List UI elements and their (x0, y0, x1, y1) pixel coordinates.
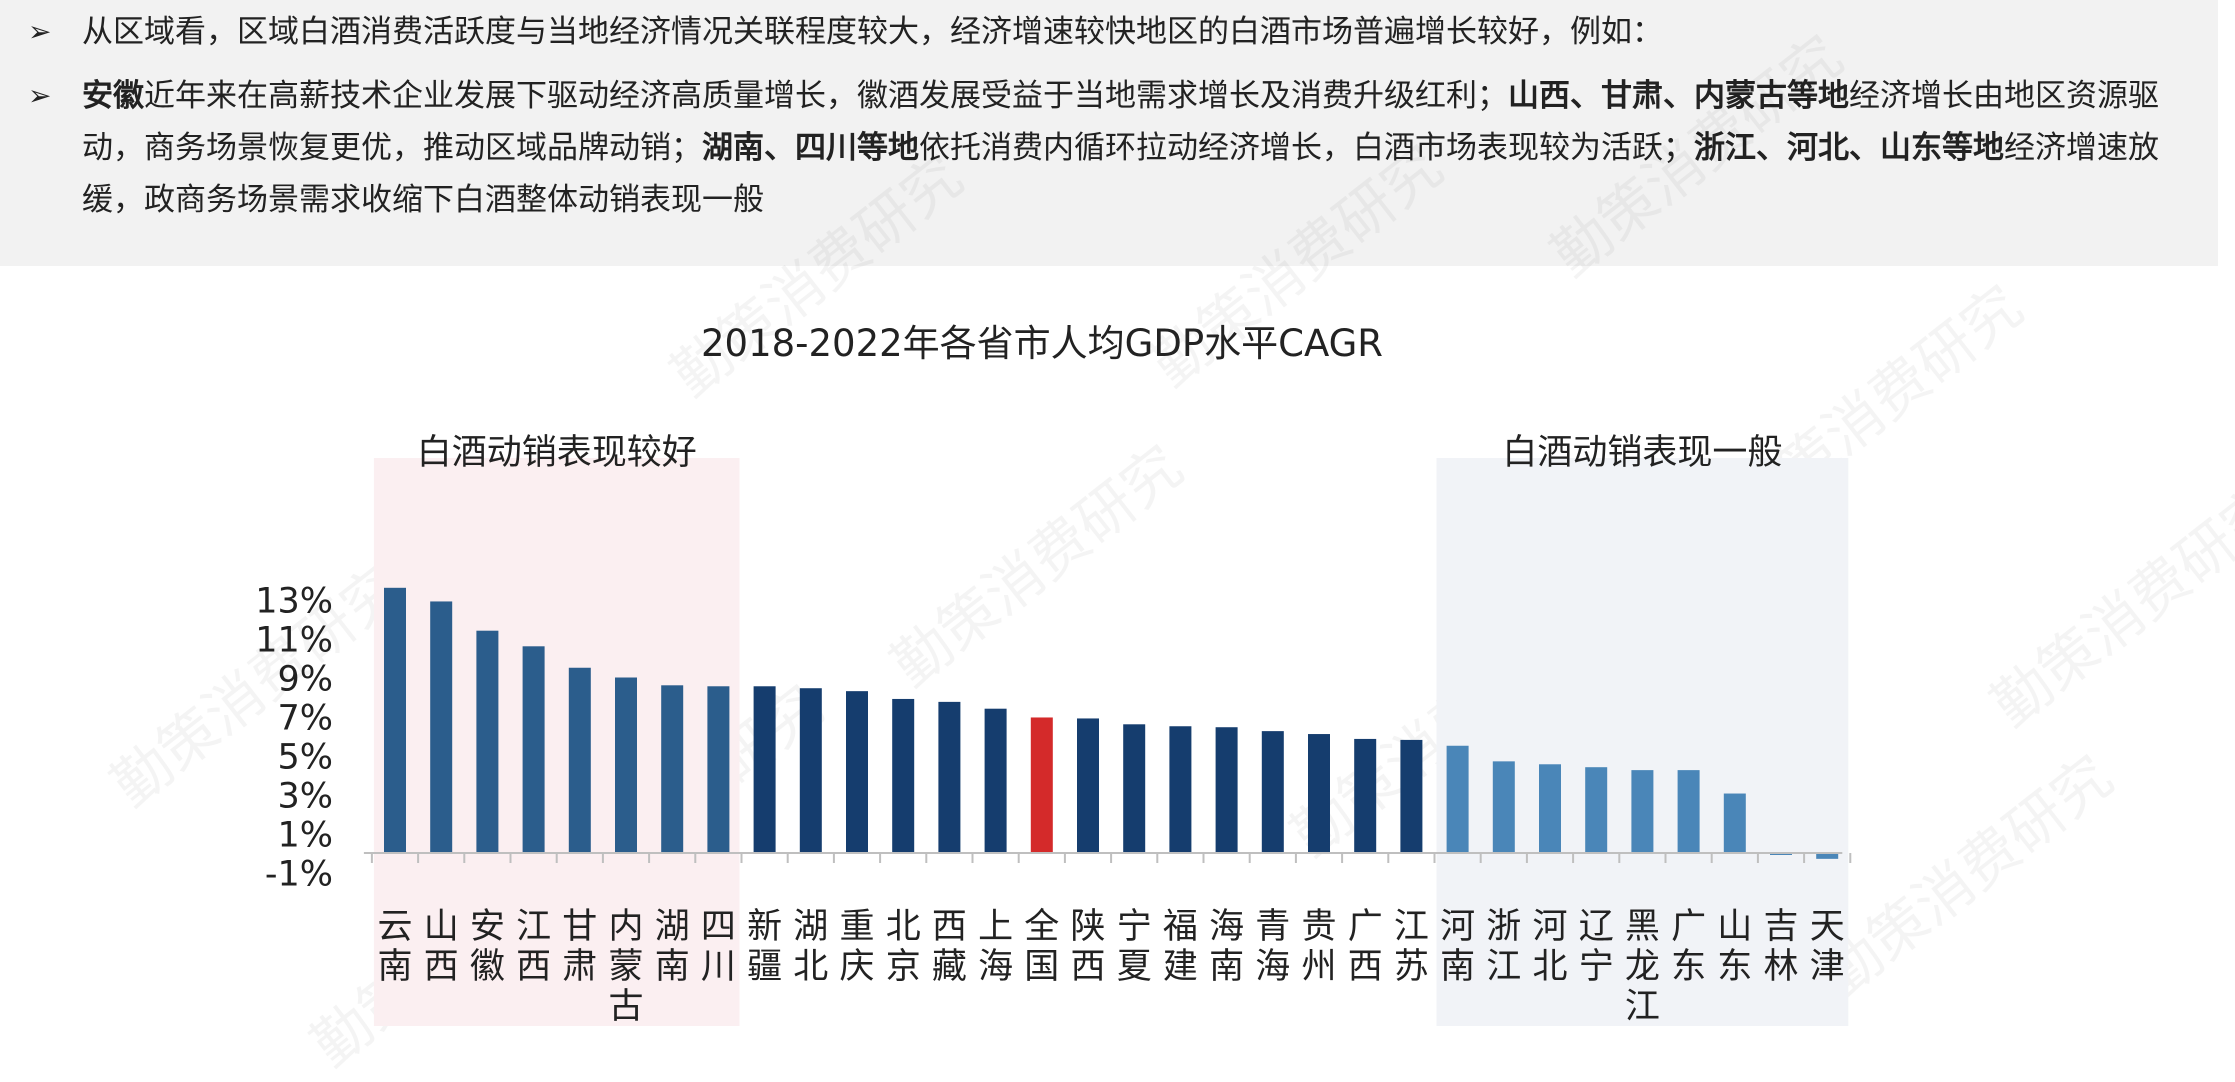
summary-box: ➢ 从区域看，区域白酒消费活跃度与当地经济情况关联程度较大，经济增速较快地区的白… (0, 0, 2218, 266)
x-tick-label: 全国 (1024, 907, 1059, 987)
x-tick-label: 云南 (377, 907, 412, 987)
annotation-label: 白酒动销表现较好 (417, 433, 697, 473)
bar-西藏 (938, 701, 961, 853)
x-tick-label: 广西 (1348, 907, 1383, 987)
bar-宁夏 (1123, 724, 1146, 853)
bar-河北 (1539, 764, 1561, 853)
x-tick-label: 北京 (886, 907, 921, 987)
x-tick-label: 安徽 (470, 907, 505, 987)
x-tick-label: 吉林 (1763, 907, 1798, 987)
x-tick-label: 贵州 (1301, 907, 1336, 987)
bar-安徽 (476, 630, 499, 853)
bullet-text-segment: 经济增长由地区资源驱动，商务场景恢复更优，推动区域品牌动销； (82, 78, 2159, 166)
y-tick-label: 9% (277, 660, 333, 700)
bullet-2-text: 安徽近年来在高薪技术企业发展下驱动经济高质量增长，徽酒发展受益于当地需求增长及消… (82, 70, 2192, 226)
bar-云南 (384, 587, 406, 853)
bar-新疆 (753, 686, 776, 853)
bold-region-text: 浙江、河北、山东等地 (1694, 130, 2004, 166)
bar-贵州 (1308, 734, 1330, 853)
x-tick-label: 甘肃 (562, 907, 597, 987)
y-tick-label: 1% (277, 816, 333, 856)
x-tick-label: 辽宁 (1579, 907, 1614, 987)
x-tick-label: 山西 (424, 907, 459, 987)
bar-福建 (1169, 726, 1192, 853)
bar-上海 (984, 708, 1007, 853)
bullet-1-text: 从区域看，区域白酒消费活跃度与当地经济情况关联程度较大，经济增速较快地区的白酒市… (82, 6, 2192, 58)
x-tick-label: 湖南 (655, 907, 690, 987)
x-tick-label: 重庆 (839, 907, 874, 987)
bar-青海 (1261, 731, 1284, 853)
annotation-label: 白酒动销表现一般 (1502, 433, 1782, 473)
bar-甘肃 (568, 667, 591, 853)
bar-山东 (1723, 793, 1746, 853)
bar-河南 (1446, 745, 1469, 853)
x-tick-label: 广东 (1671, 907, 1706, 987)
x-tick-label: 陕西 (1070, 907, 1105, 987)
bar-全国 (1030, 717, 1053, 853)
x-tick-label: 河南 (1440, 907, 1475, 987)
bullet-2: ➢ 安徽近年来在高薪技术企业发展下驱动经济高质量增长，徽酒发展受益于当地需求增长… (28, 70, 2192, 226)
arrow-bullet-icon: ➢ (28, 79, 52, 112)
y-tick-label: 5% (277, 738, 333, 778)
bullet-1: ➢ 从区域看，区域白酒消费活跃度与当地经济情况关联程度较大，经济增速较快地区的白… (28, 6, 2192, 58)
x-tick-label: 河北 (1532, 907, 1567, 987)
arrow-bullet-icon: ➢ (28, 15, 52, 48)
bar-广东 (1677, 770, 1700, 853)
y-tick-label: 11% (255, 621, 333, 661)
chart-title: 2018-2022年各省市人均GDP水平CAGR (701, 322, 1383, 365)
bullet-text-segment: 近年来在高薪技术企业发展下驱动经济高质量增长，徽酒发展受益于当地需求增长及消费升… (144, 78, 1508, 114)
bar-江西 (522, 646, 545, 853)
bullet-text-segment: 依托消费内循环拉动经济增长，白酒市场表现较为活跃； (919, 130, 1694, 166)
x-tick-label: 青海 (1255, 907, 1290, 987)
x-tick-label: 宁夏 (1117, 907, 1152, 987)
bar-天津 (1816, 853, 1839, 859)
y-tick-label: -1% (265, 855, 333, 895)
x-tick-label: 上海 (978, 907, 1013, 987)
x-tick-label: 湖北 (793, 907, 828, 987)
bar-重庆 (846, 691, 868, 853)
bar-黑龙江 (1631, 770, 1654, 853)
bar-辽宁 (1585, 767, 1608, 853)
bold-region-text: 湖南、四川等地 (702, 130, 919, 166)
x-tick-label: 江西 (516, 907, 551, 987)
bar-陕西 (1077, 718, 1099, 853)
bar-浙江 (1492, 761, 1515, 853)
y-tick-label: 13% (255, 582, 333, 622)
x-tick-label: 内蒙古 (608, 907, 643, 1027)
x-tick-label: 海南 (1209, 907, 1244, 987)
y-tick-label: 7% (277, 699, 333, 739)
bar-四川 (707, 686, 730, 853)
x-tick-label: 西藏 (932, 907, 967, 987)
bar-江苏 (1400, 739, 1423, 853)
bar-湖北 (799, 688, 822, 853)
bar-广西 (1354, 738, 1377, 853)
x-tick-label: 四川 (701, 907, 736, 987)
x-tick-label: 江苏 (1394, 907, 1429, 987)
y-tick-label: 3% (277, 777, 333, 817)
bar-北京 (892, 698, 915, 853)
bar-chart: 2018-2022年各省市人均GDP水平CAGR 白酒动销表现较好 白酒动销表现一… (255, 322, 1852, 1027)
annotation-band (1436, 458, 1849, 1026)
x-tick-label: 山东 (1717, 907, 1752, 987)
bar-山西 (430, 601, 453, 853)
x-tick-label: 黑龙江 (1625, 907, 1660, 1027)
bullet-text-segment: 从区域看，区域白酒消费活跃度与当地经济情况关联程度较大，经济增速较快地区的白酒市… (82, 14, 1663, 50)
bar-湖南 (661, 685, 684, 853)
bullet-text-segment: 经济增速放缓，政商务场景需求收缩下白酒整体动销表现一般 (82, 130, 2159, 218)
x-tick-label: 浙江 (1486, 907, 1521, 987)
x-tick-label: 天津 (1810, 907, 1845, 987)
bold-region-text: 安徽 (82, 78, 144, 114)
bar-内蒙古 (615, 677, 637, 853)
x-tick-label: 福建 (1163, 907, 1198, 987)
bold-region-text: 山西、甘肃、内蒙古等地 (1508, 78, 1849, 114)
bar-海南 (1215, 727, 1238, 853)
x-tick-label: 新疆 (747, 907, 782, 987)
